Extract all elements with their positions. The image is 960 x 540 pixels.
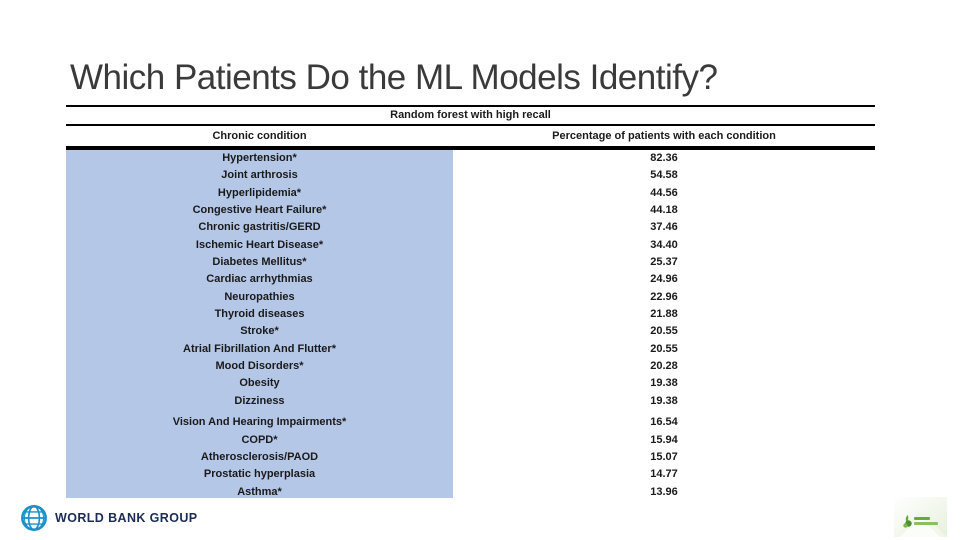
condition-cell: Cardiac arrhythmias [206,273,313,286]
column-header-percentage: Percentage of patients with each conditi… [552,130,776,142]
divider-line-thick [66,146,875,150]
percentage-cell: 14.77 [650,468,678,481]
percentage-cell: 20.55 [650,325,678,338]
condition-cell: Dizziness [234,394,285,407]
condition-cell: Atherosclerosis/PAOD [200,451,319,464]
percentage-cell: 44.18 [650,204,678,217]
percentage-cell: 34.40 [650,238,678,251]
divider-line-top [66,105,875,107]
condition-cell: Diabetes Mellitus* [212,256,307,269]
percentage-cell: 15.07 [650,451,678,464]
condition-cell: Stroke* [240,325,279,338]
condition-cell: Congestive Heart Failure* [192,204,327,217]
world-bank-logo: WORLD BANK GROUP [20,503,198,533]
percentage-cell: 13.96 [650,485,678,498]
percentage-cell: 19.38 [650,377,678,390]
percentage-cell: 37.46 [650,221,678,234]
table-row: Asthma* 13.96 [66,484,875,501]
percentage-cell: 24.96 [650,273,678,286]
condition-cell: Asthma* [237,485,282,498]
condition-cell: Prostatic hyperplasia [203,468,316,481]
table-row: Hyperlipidemia* 44.56 [66,185,875,202]
condition-cell: Mood Disorders* [215,360,304,373]
condition-cell: Vision And Hearing Impairments* [172,416,347,429]
percentage-cell: 19.38 [650,394,678,407]
percentage-cell: 16.54 [650,416,678,429]
table-row: Mood Disorders* 20.28 [66,358,875,375]
table-body: Hypertension* 82.36 Joint arthrosis 54.58 Hy… [66,150,875,501]
table-header-row: Chronic condition Percentage of patients… [66,127,875,146]
condition-cell: Ischemic Heart Disease* [195,238,324,251]
table-row: Prostatic hyperplasia 14.77 [66,466,875,483]
table-row: Obesity 19.38 [66,375,875,392]
partner-logo-icon [894,497,947,537]
condition-cell: Thyroid diseases [214,308,305,321]
condition-cell: COPD* [241,433,278,446]
condition-cell: Hypertension* [222,152,297,164]
table-row: Ischemic Heart Disease* 34.40 [66,237,875,254]
table-row: Chronic gastritis/GERD 37.46 [66,219,875,236]
percentage-cell: 54.58 [650,169,678,182]
table-row: Thyroid diseases 21.88 [66,306,875,323]
percentage-cell: 20.28 [650,360,678,373]
world-bank-label: WORLD BANK GROUP [55,511,198,525]
percentage-cell: 22.96 [650,290,678,303]
percentage-cell: 15.94 [650,433,678,446]
table-row: Hypertension* 82.36 [66,150,875,167]
percentage-cell: 20.55 [650,342,678,355]
slide-title: Which Patients Do the ML Models Identify… [70,58,718,97]
table-row: Atrial Fibrillation And Flutter* 20.55 [66,341,875,358]
percentage-cell: 82.36 [650,152,678,164]
percentage-cell: 21.88 [650,308,678,321]
table-row: Congestive Heart Failure* 44.18 [66,202,875,219]
table-row: Stroke* 20.55 [66,323,875,340]
condition-cell: Obesity [239,377,280,390]
percentage-cell: 44.56 [650,186,678,199]
condition-cell: Hyperlipidemia* [217,186,302,199]
condition-cell: Chronic gastritis/GERD [198,221,321,234]
divider-line-middle [66,124,875,126]
table-row: Joint arthrosis 54.58 [66,167,875,184]
table-row: COPD* 15.94 [66,432,875,449]
table-row: Diabetes Mellitus* 25.37 [66,254,875,271]
condition-column-highlight [66,150,453,498]
partner-logo [894,497,947,537]
table-row: Vision And Hearing Impairments* 16.54 [66,414,875,431]
condition-cell: Neuropathies [224,290,295,303]
table-caption: Random forest with high recall [390,109,551,121]
table-row: Dizziness 19.38 [66,393,875,410]
condition-cell: Joint arthrosis [221,169,298,182]
column-header-condition: Chronic condition [212,130,307,142]
table-row: Atherosclerosis/PAOD 15.07 [66,449,875,466]
table-row: Cardiac arrhythmias 24.96 [66,271,875,288]
globe-icon [21,505,47,531]
percentage-cell: 25.37 [650,256,678,269]
table-row: Neuropathies 22.96 [66,289,875,306]
condition-cell: Atrial Fibrillation And Flutter* [183,342,336,355]
